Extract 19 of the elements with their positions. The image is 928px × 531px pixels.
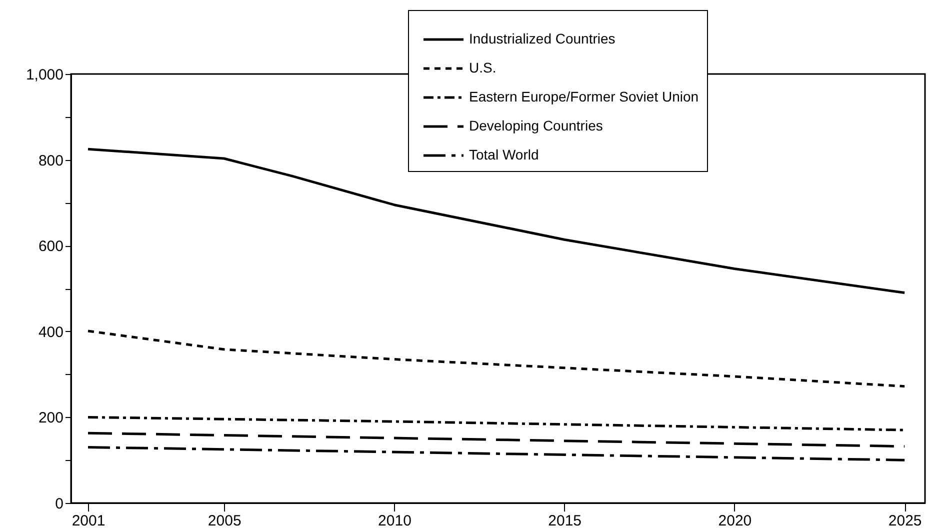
legend-label: U.S. xyxy=(469,60,496,76)
y-tick-label: 1,000 xyxy=(26,66,64,84)
y-tick-label: 200 xyxy=(38,410,64,427)
legend-label: Industrialized Countries xyxy=(469,30,616,46)
y-tick-label: 800 xyxy=(38,152,64,170)
x-tick-label: 2010 xyxy=(378,512,412,530)
line-series xyxy=(86,148,906,294)
x-tick-label: 2001 xyxy=(72,512,106,530)
x-tick-label: 2015 xyxy=(548,512,582,530)
legend-label: Developing Countries xyxy=(469,118,603,134)
legend-label: Eastern Europe/Former Soviet Union xyxy=(469,88,699,104)
y-tick-label: 0 xyxy=(55,496,64,512)
x-tick-label: 2005 xyxy=(208,512,242,530)
y-tick-label: 400 xyxy=(38,324,64,341)
y-tick-label: 600 xyxy=(38,238,64,256)
x-tick-label: 2020 xyxy=(718,512,752,530)
legend-label: Total World xyxy=(469,146,539,162)
x-tick-label: 2025 xyxy=(888,512,922,530)
line-series xyxy=(86,330,906,388)
